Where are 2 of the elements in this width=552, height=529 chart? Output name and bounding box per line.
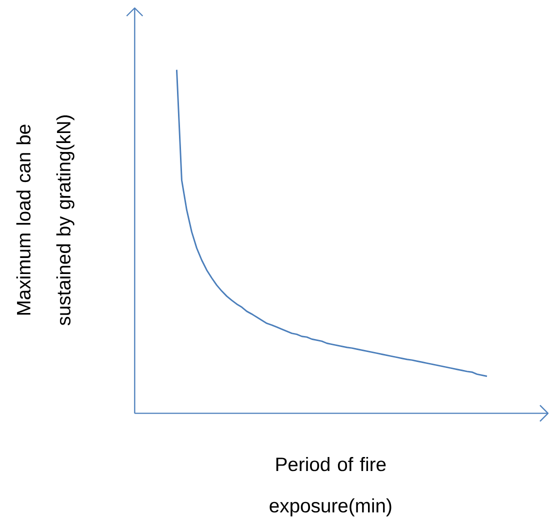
text: Maximum load can be sustained by grating(kN) bbox=[16, 115, 74, 326]
text: Period of fire exposure(min) bbox=[270, 456, 392, 516]
